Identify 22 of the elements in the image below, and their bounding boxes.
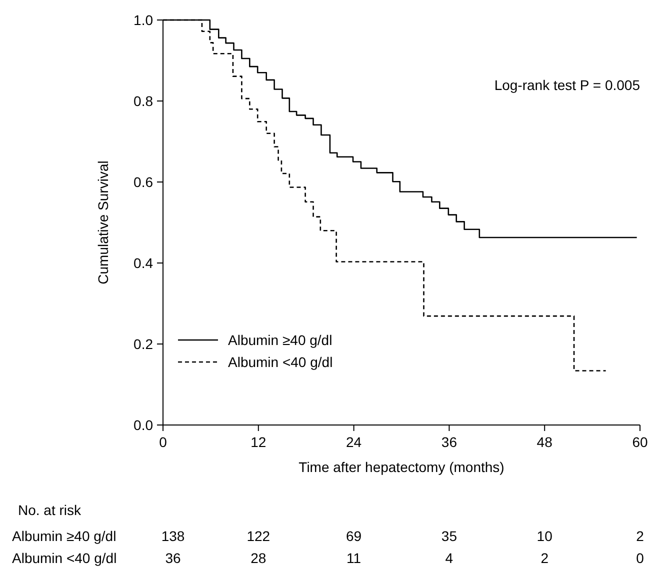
- x-tick-label: 60: [632, 434, 648, 450]
- legend-label: Albumin <40 g/dl: [228, 354, 333, 370]
- y-tick-label: 0.6: [134, 174, 154, 190]
- x-tick-label: 48: [536, 434, 553, 450]
- annotation: Log-rank test P = 0.005: [494, 77, 640, 93]
- text: 138 122 69 35 10 2: [161, 528, 644, 544]
- y-axis-title: Cumulative Survival: [95, 160, 111, 284]
- y-tick-label: 0.4: [134, 255, 154, 271]
- text: 36 28 11 4 2 0: [165, 550, 644, 566]
- y-tick-label: 0.8: [134, 93, 154, 109]
- x-tick-label: 12: [250, 434, 266, 450]
- legend-label: Albumin ≥40 g/dl: [228, 332, 332, 348]
- y-tick-label: 0.2: [134, 336, 154, 352]
- x-tick-label: 0: [159, 434, 168, 450]
- x-tick-label: 24: [346, 434, 362, 450]
- x-axis-title: Time after hepatectomy (months): [298, 459, 504, 475]
- y-tick-label: 0.0: [134, 417, 154, 433]
- text: No. at risk: [18, 502, 82, 518]
- text: Albumin <40 g/dl: [12, 550, 117, 566]
- text: Albumin ≥40 g/dl: [12, 528, 116, 544]
- x-tick-label: 36: [441, 434, 458, 450]
- y-tick-label: 1.0: [134, 12, 154, 28]
